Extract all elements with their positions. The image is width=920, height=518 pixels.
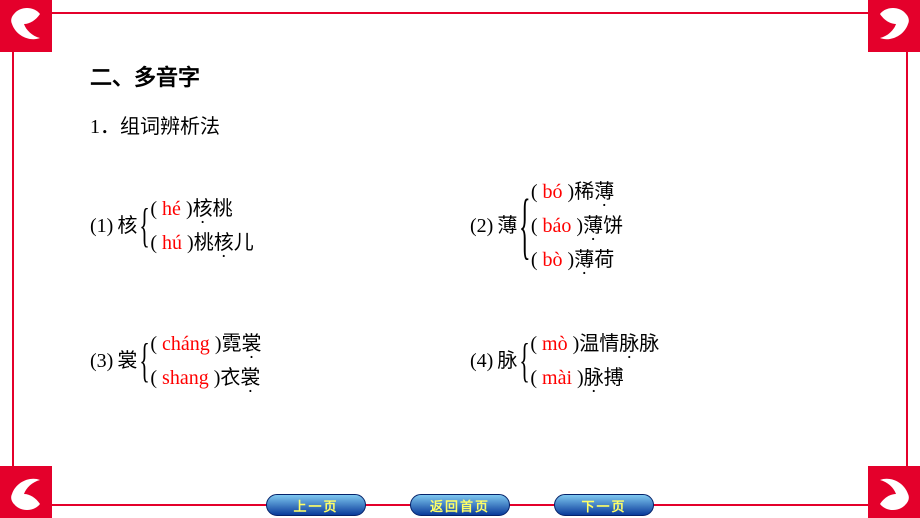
row-1: (1)核 { ( hé )核桃 ( hú )桃核儿 (2)薄 { ( bó )稀… bbox=[90, 175, 860, 277]
item-4: (4)脉 { ( mò )温情脉脉 ( mài )脉搏 bbox=[470, 327, 659, 395]
readings-list: ( hé )核桃 ( hú )桃核儿 bbox=[150, 192, 253, 260]
slide-content: 二、多音字 1．组词辨析法 (1)核 { ( hé )核桃 ( hú )桃核儿 … bbox=[90, 60, 860, 445]
item-index: (2) bbox=[470, 209, 493, 243]
reading: ( mò )温情脉脉 bbox=[530, 327, 659, 361]
item-char: 核 bbox=[117, 209, 137, 243]
brace-icon: { bbox=[520, 337, 530, 385]
corner-ornament bbox=[868, 0, 920, 52]
brace-icon: { bbox=[140, 337, 150, 385]
reading: ( shang )衣裳 bbox=[150, 361, 261, 395]
reading: ( mài )脉搏 bbox=[530, 361, 659, 395]
readings-list: ( mò )温情脉脉 ( mài )脉搏 bbox=[530, 327, 659, 395]
item-3: (3)裳 { ( cháng )霓裳 ( shang )衣裳 bbox=[90, 327, 470, 395]
readings-list: ( cháng )霓裳 ( shang )衣裳 bbox=[150, 327, 261, 395]
row-2: (3)裳 { ( cháng )霓裳 ( shang )衣裳 (4)脉 { ( … bbox=[90, 327, 860, 395]
item-2: (2)薄 { ( bó )稀薄 ( báo )薄饼 ( bò )薄荷 bbox=[470, 175, 623, 277]
prev-button[interactable]: 上一页 bbox=[266, 494, 366, 516]
reading: ( hé )核桃 bbox=[150, 192, 253, 226]
section-heading: 二、多音字 bbox=[90, 60, 860, 92]
brace-icon: { bbox=[519, 189, 530, 263]
item-index: (4) bbox=[470, 344, 493, 378]
item-index: (3) bbox=[90, 344, 113, 378]
home-button[interactable]: 返回首页 bbox=[410, 494, 510, 516]
reading: ( bó )稀薄 bbox=[531, 175, 623, 209]
next-button[interactable]: 下一页 bbox=[554, 494, 654, 516]
item-index: (1) bbox=[90, 209, 113, 243]
sub-heading: 1．组词辨析法 bbox=[90, 110, 860, 139]
item-char: 裳 bbox=[117, 344, 137, 378]
item-1: (1)核 { ( hé )核桃 ( hú )桃核儿 bbox=[90, 175, 470, 277]
reading: ( bò )薄荷 bbox=[531, 243, 623, 277]
nav-bar: 上一页 返回首页 下一页 bbox=[0, 494, 920, 516]
readings-list: ( bó )稀薄 ( báo )薄饼 ( bò )薄荷 bbox=[531, 175, 623, 277]
reading: ( cháng )霓裳 bbox=[150, 327, 261, 361]
brace-icon: { bbox=[140, 202, 150, 250]
reading: ( báo )薄饼 bbox=[531, 209, 623, 243]
item-char: 脉 bbox=[497, 344, 517, 378]
corner-ornament bbox=[0, 0, 52, 52]
item-char: 薄 bbox=[497, 209, 517, 243]
